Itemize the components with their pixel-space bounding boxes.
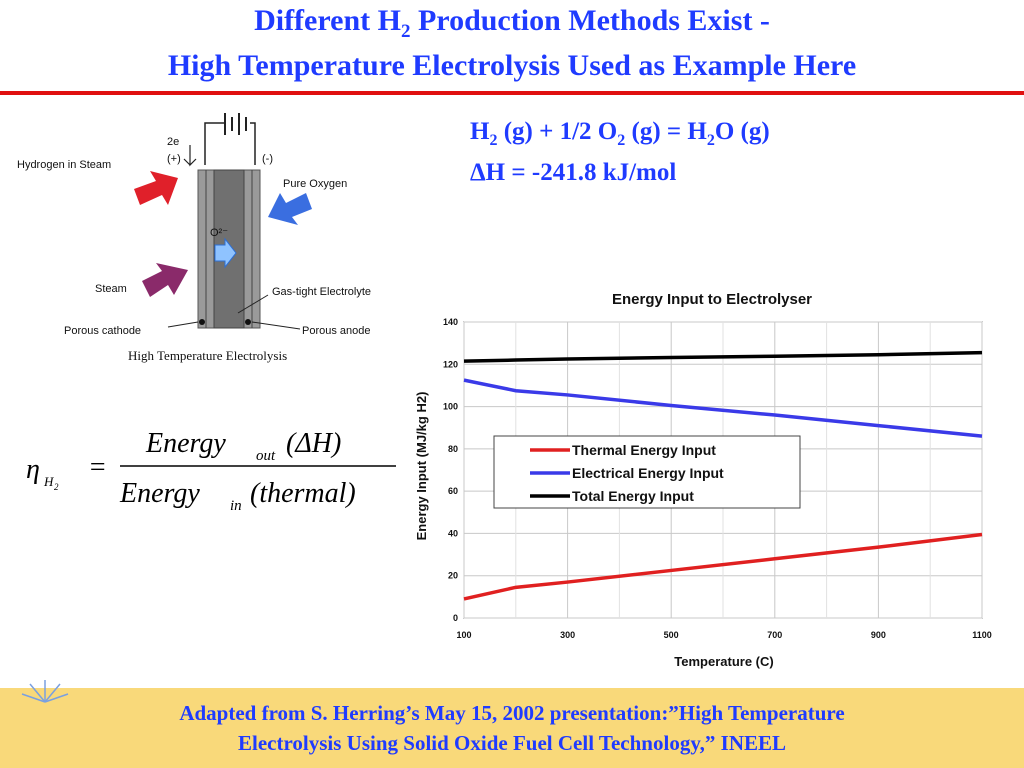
numerator-paren: (ΔH) xyxy=(286,428,341,459)
label-cathode: Porous cathode xyxy=(64,325,141,337)
x-tick-label: 1100 xyxy=(972,630,992,640)
legend-label-2: Total Energy Input xyxy=(572,488,694,504)
rx-sub: 2 xyxy=(706,132,715,149)
oxygen-ion-arrow-icon xyxy=(214,237,237,269)
chart-ticks: 0 20 40 60 80 100 120 140 100 300 500 700 900 1100 xyxy=(443,317,992,640)
hydrogen-arrow-icon xyxy=(134,171,178,205)
label-o2-ion: O²⁻ xyxy=(210,227,228,239)
diagram-caption: High Temperature Electrolysis xyxy=(128,348,287,363)
title-text-a: Different H xyxy=(254,4,401,37)
label-electrolyte: Gas-tight Electrolyte xyxy=(272,286,371,298)
electron-arrow-icon xyxy=(183,145,197,167)
electrolysis-diagram: 2e (+) (-) O²⁻ Hydrogen in Steam Pure Ox… xyxy=(17,113,371,363)
electrolyte-pointer xyxy=(237,294,269,314)
denominator-subscript: in xyxy=(230,498,242,514)
sunburst-logo-icon xyxy=(21,680,69,703)
y-axis-label: Energy Input (MJ/kg H2) xyxy=(414,392,429,541)
x-tick-label: 500 xyxy=(664,630,679,640)
steam-arrow-icon xyxy=(142,263,188,297)
anode-pointer xyxy=(251,321,301,330)
y-tick-label: 0 xyxy=(453,613,458,623)
x-axis-label: Temperature (C) xyxy=(674,654,773,669)
legend-label-1: Electrical Energy Input xyxy=(572,465,724,481)
y-tick-label: 140 xyxy=(443,317,458,327)
anode-dot xyxy=(245,319,251,325)
y-tick-label: 120 xyxy=(443,359,458,369)
rx-part: O (g) xyxy=(714,118,770,145)
title-divider xyxy=(0,91,1024,95)
chart-lines xyxy=(463,350,983,601)
rx-part: (g) + 1/2 O xyxy=(497,118,618,145)
label-steam: Steam xyxy=(95,283,127,295)
series-line-1 xyxy=(463,378,983,438)
label-pure-oxygen: Pure Oxygen xyxy=(283,178,347,190)
title-line-1: Different H2 Production Methods Exist - xyxy=(0,4,1024,49)
denominator-paren: (thermal) xyxy=(250,478,356,509)
y-tick-label: 20 xyxy=(448,571,458,581)
label-minus: (-) xyxy=(262,153,273,165)
citation-line-2: Electrolysis Using Solid Oxide Fuel Cell… xyxy=(237,731,787,755)
chart-title: Energy Input to Electrolyser xyxy=(612,291,812,308)
x-tick-label: 700 xyxy=(767,630,782,640)
cathode-pointer xyxy=(167,321,199,328)
circuit-wire xyxy=(204,122,256,165)
equals-sign: = xyxy=(88,452,107,483)
y-tick-label: 60 xyxy=(448,486,458,496)
citation-line-1: Adapted from S. Herring’s May 15, 2002 p… xyxy=(179,701,845,725)
rx-part: H xyxy=(470,118,490,145)
eta-subsubscript: 2 xyxy=(54,482,59,492)
label-plus: (+) xyxy=(167,153,181,165)
rx-sub: 2 xyxy=(617,132,626,149)
denominator-word: Energy xyxy=(119,478,200,509)
reaction-enthalpy: ΔH = -241.8 kJ/mol xyxy=(470,159,677,186)
rx-part: (g) = H xyxy=(625,118,707,145)
citation-footer: Adapted from S. Herring’s May 15, 2002 p… xyxy=(0,688,1024,768)
label-2e: 2e xyxy=(167,136,179,148)
eta-subscript: H xyxy=(43,474,54,489)
rx-sub: 2 xyxy=(489,132,498,149)
oxygen-arrow-icon xyxy=(268,193,312,225)
series-line-0 xyxy=(463,532,983,601)
title-text-b: Production Methods Exist - xyxy=(410,4,770,37)
numerator-word: Energy xyxy=(145,428,226,459)
series-line-2 xyxy=(463,350,983,363)
x-tick-label: 100 xyxy=(456,630,471,640)
x-tick-label: 900 xyxy=(871,630,886,640)
eta-symbol: η xyxy=(26,454,40,485)
label-hydrogen-in-steam: Hydrogen in Steam xyxy=(17,159,111,171)
x-tick-label: 300 xyxy=(560,630,575,640)
numerator-subscript: out xyxy=(256,448,276,464)
energy-input-chart: Energy Input to Electrolyser 0 20 40 60 80 10… xyxy=(414,291,992,669)
efficiency-formula: η H 2 = Energy out (ΔH) Energy in (therm… xyxy=(26,428,396,514)
y-tick-label: 80 xyxy=(448,444,458,454)
title-line-2: High Temperature Electrolysis Used as Ex… xyxy=(167,49,857,82)
reaction-equation: H2 (g) + 1/2 O2 (g) = H2O (g) ΔH = -241.… xyxy=(470,116,770,189)
cathode-dot xyxy=(199,319,205,325)
slide-title: Different H2 Production Methods Exist - … xyxy=(0,4,1024,83)
label-anode: Porous anode xyxy=(302,325,371,337)
reaction-line-1: H2 (g) + 1/2 O2 (g) = H2O (g) xyxy=(470,116,770,157)
title-subscript: 2 xyxy=(400,21,411,42)
legend-label-0: Thermal Energy Input xyxy=(572,442,716,458)
chart-legend: Thermal Energy Input Electrical Energy In… xyxy=(493,435,801,509)
y-tick-label: 100 xyxy=(443,402,458,412)
y-tick-label: 40 xyxy=(448,528,458,538)
